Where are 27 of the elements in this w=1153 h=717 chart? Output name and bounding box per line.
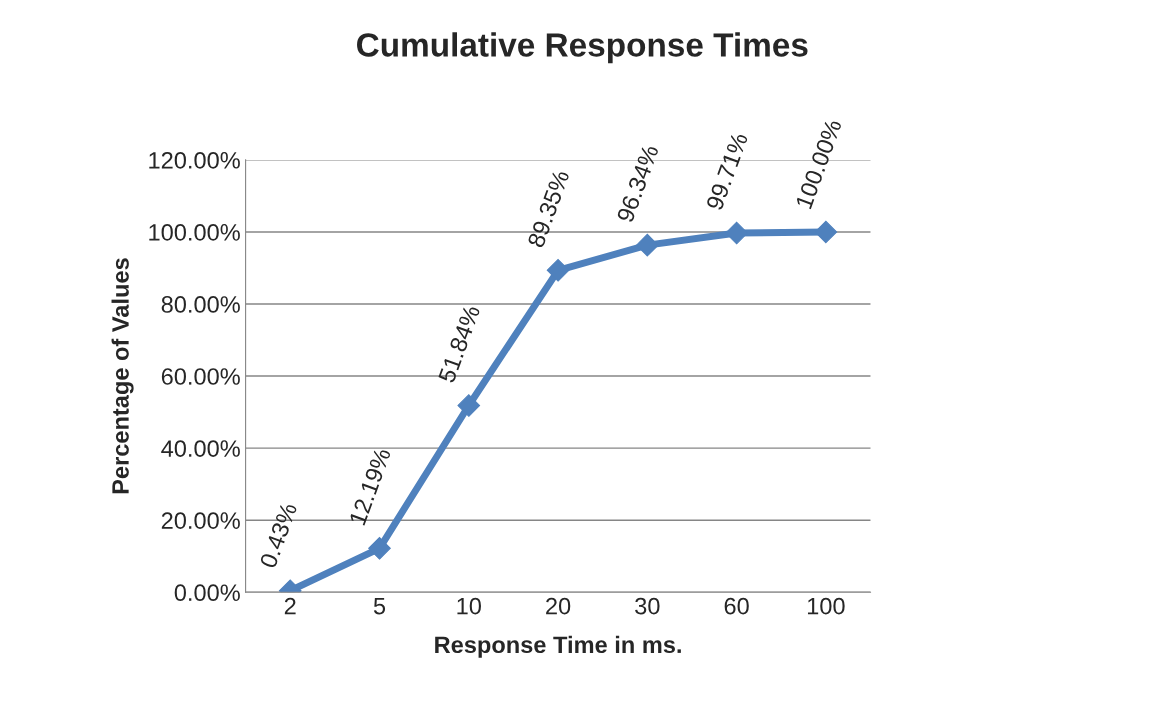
- point: [636, 233, 659, 257]
- y-axis-title: Percentage of Values: [111, 258, 134, 494]
- y-tick-label: 80.00%: [161, 296, 240, 313]
- point: [457, 394, 481, 417]
- point: [814, 220, 838, 244]
- y-tick-label: 40.00%: [161, 440, 240, 457]
- y-tick-label: 100.00%: [149, 224, 240, 241]
- x-axis-title: Response Time in ms.: [435, 635, 681, 658]
- point: [725, 221, 748, 245]
- data-label: 99.71%: [705, 131, 749, 211]
- data-label: 12.19%: [348, 447, 392, 526]
- point: [546, 259, 570, 282]
- x-tick-label: 100: [807, 597, 845, 615]
- point: [368, 537, 391, 560]
- y-tick-label: 20.00%: [161, 512, 240, 529]
- x-tick-label: 2: [284, 597, 296, 615]
- x-tick-label: 30: [635, 597, 660, 615]
- y-tick-label: 120.00%: [149, 151, 240, 169]
- x-tick-label: 10: [457, 597, 481, 615]
- data-label: 0.43%: [259, 501, 298, 569]
- x-tick-label: 5: [373, 597, 386, 615]
- x-tick-label: 60: [724, 597, 749, 615]
- y-tick-label: 60.00%: [161, 368, 240, 385]
- x-tick-label: 20: [546, 597, 571, 615]
- data-label: 96.34%: [616, 143, 659, 224]
- y-tick-label: 0.00%: [174, 584, 240, 602]
- chart-title: Cumulative Response Times: [357, 32, 808, 64]
